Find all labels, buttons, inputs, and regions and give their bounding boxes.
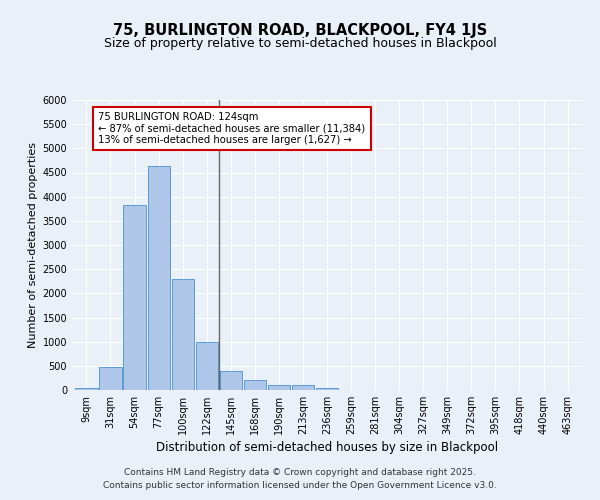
Text: 75 BURLINGTON ROAD: 124sqm
← 87% of semi-detached houses are smaller (11,384)
13: 75 BURLINGTON ROAD: 124sqm ← 87% of semi… <box>98 112 365 146</box>
Bar <box>244 380 266 390</box>
X-axis label: Distribution of semi-detached houses by size in Blackpool: Distribution of semi-detached houses by … <box>156 441 498 454</box>
Bar <box>148 166 170 390</box>
Text: Contains HM Land Registry data © Crown copyright and database right 2025.: Contains HM Land Registry data © Crown c… <box>124 468 476 477</box>
Text: 75, BURLINGTON ROAD, BLACKPOOL, FY4 1JS: 75, BURLINGTON ROAD, BLACKPOOL, FY4 1JS <box>113 22 487 38</box>
Text: Size of property relative to semi-detached houses in Blackpool: Size of property relative to semi-detach… <box>104 38 496 51</box>
Bar <box>268 385 290 390</box>
Bar <box>196 342 218 390</box>
Bar <box>292 385 314 390</box>
Bar <box>316 388 338 390</box>
Text: Contains public sector information licensed under the Open Government Licence v3: Contains public sector information licen… <box>103 480 497 490</box>
Bar <box>172 279 194 390</box>
Bar <box>76 388 98 390</box>
Bar <box>220 371 242 390</box>
Bar <box>124 206 146 390</box>
Y-axis label: Number of semi-detached properties: Number of semi-detached properties <box>28 142 38 348</box>
Bar <box>100 367 122 390</box>
